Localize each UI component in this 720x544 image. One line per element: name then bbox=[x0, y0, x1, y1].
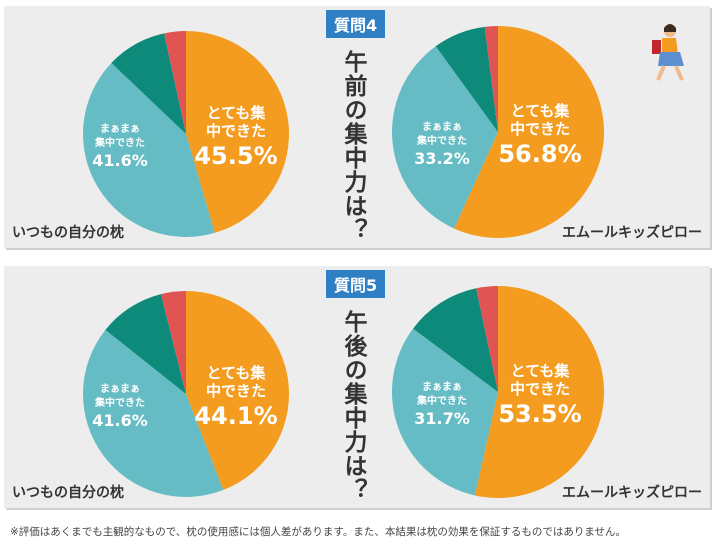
slice-red bbox=[161, 291, 186, 394]
label-somewhat-line1: まぁまぁ bbox=[422, 381, 462, 393]
slice-red bbox=[476, 286, 498, 392]
slice-very bbox=[474, 286, 604, 498]
left-caption: いつもの自分の枕 bbox=[12, 485, 124, 501]
label-somewhat-value: 41.6% bbox=[92, 411, 148, 430]
question-5-panel: とても集 中できた 44.1% まぁまぁ 集中できた 41.6% とても集 中できた 53.5%… bbox=[4, 266, 710, 508]
slice-dark bbox=[413, 288, 498, 392]
slice-very bbox=[186, 291, 289, 491]
slice-dark bbox=[111, 33, 186, 134]
label-very-line2: 中できた bbox=[206, 122, 266, 140]
label-somewhat-value: 41.6% bbox=[92, 151, 148, 170]
label-very-value: 44.1% bbox=[194, 402, 277, 430]
left-caption: いつもの自分の枕 bbox=[12, 225, 124, 241]
label-very-value: 53.5% bbox=[498, 400, 581, 428]
slice-somewhat bbox=[392, 328, 498, 496]
label-somewhat-value: 31.7% bbox=[414, 409, 470, 428]
label-very-line1: とても集 bbox=[207, 104, 267, 122]
right-caption: エムールキッズピロー bbox=[562, 485, 702, 501]
label-somewhat-line2: 集中できた bbox=[94, 136, 145, 149]
label-very-value: 56.8% bbox=[498, 140, 581, 168]
label-very-line2: 中できた bbox=[510, 120, 570, 138]
slice-somewhat bbox=[83, 329, 224, 497]
slice-dark bbox=[105, 294, 186, 394]
label-somewhat-line1: まぁまぁ bbox=[422, 121, 462, 133]
label-somewhat-line1: まぁまぁ bbox=[100, 123, 140, 135]
pie-svg: とても集中できた44.1%まぁまぁ集中できた41.6%とても集中できた53.5%… bbox=[83, 286, 604, 498]
question-title: 午前の集中力は？ bbox=[340, 50, 366, 242]
right-caption: エムールキッズピロー bbox=[562, 225, 702, 241]
slice-very bbox=[186, 31, 289, 233]
label-somewhat-line2: 集中できた bbox=[94, 396, 145, 409]
question-badge: 質問5 bbox=[326, 270, 386, 298]
label-very-line1: とても集 bbox=[511, 362, 571, 380]
slice-red bbox=[484, 26, 498, 132]
label-somewhat-value: 33.2% bbox=[414, 149, 470, 168]
label-very-value: 45.5% bbox=[194, 142, 277, 170]
question-title: 午後の集中力は？ bbox=[340, 310, 366, 502]
label-very-line1: とても集 bbox=[511, 102, 571, 120]
slice-red bbox=[164, 31, 186, 134]
label-somewhat-line2: 集中できた bbox=[416, 394, 467, 407]
label-somewhat-line1: まぁまぁ bbox=[100, 383, 140, 395]
question-badge: 質問4 bbox=[326, 10, 386, 38]
slice-dark bbox=[435, 26, 498, 132]
label-very-line1: とても集 bbox=[207, 364, 267, 382]
slice-somewhat bbox=[392, 46, 498, 229]
pie-svg: とても集中できた45.5%まぁまぁ集中できた41.6%とても集中できた56.8%… bbox=[82, 26, 604, 238]
question-4-panel: とても集 中できた 45.5% まぁまぁ 集中できた 41.6% とても集 中できた 56.8%… bbox=[4, 6, 710, 248]
label-somewhat-line2: 集中できた bbox=[416, 134, 467, 147]
slice-very bbox=[454, 26, 604, 238]
walking-girl-icon bbox=[652, 24, 684, 81]
label-very-line2: 中できた bbox=[206, 382, 266, 400]
footnote: ※評価はあくまでも主観的なもので、枕の使用感には個人差があります。また、本結果は… bbox=[10, 526, 627, 538]
slice-somewhat bbox=[82, 63, 215, 238]
label-very-line2: 中できた bbox=[510, 380, 570, 398]
